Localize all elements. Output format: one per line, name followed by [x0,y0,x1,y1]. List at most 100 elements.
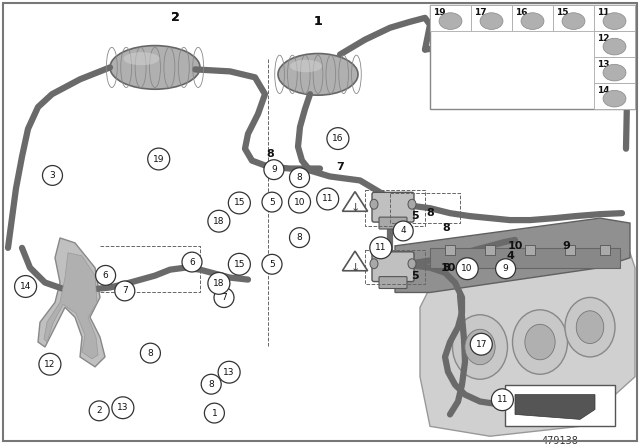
Circle shape [15,276,36,297]
Text: 7: 7 [122,286,127,295]
Text: 8: 8 [266,149,274,159]
Text: 14: 14 [597,86,610,95]
Text: 10: 10 [440,263,456,273]
Text: 10: 10 [294,198,305,207]
FancyBboxPatch shape [594,31,635,57]
Circle shape [112,397,134,418]
Ellipse shape [603,90,626,107]
FancyBboxPatch shape [485,245,495,255]
Text: ↓: ↓ [350,263,360,273]
Text: 5: 5 [269,260,275,269]
FancyBboxPatch shape [594,57,635,83]
Circle shape [95,266,116,285]
Ellipse shape [603,13,626,30]
FancyBboxPatch shape [372,192,414,222]
FancyBboxPatch shape [379,217,407,229]
Circle shape [289,191,310,213]
Circle shape [456,258,478,280]
FancyBboxPatch shape [430,5,635,109]
Text: 8: 8 [442,263,450,273]
Text: 8: 8 [297,233,302,242]
Ellipse shape [290,60,322,72]
Text: 5: 5 [269,198,275,207]
Text: 6: 6 [103,271,108,280]
Ellipse shape [278,54,358,95]
Text: 2: 2 [97,406,102,415]
Ellipse shape [124,52,159,65]
Text: 16: 16 [515,8,527,17]
Text: 17: 17 [476,340,487,349]
Circle shape [208,272,230,294]
Circle shape [492,389,513,411]
Text: 5: 5 [411,211,419,221]
Text: 8: 8 [209,380,214,389]
Text: 13: 13 [597,60,609,69]
Text: 2: 2 [171,11,179,24]
Ellipse shape [565,297,615,357]
Text: 9: 9 [503,264,508,273]
FancyBboxPatch shape [600,245,610,255]
Circle shape [182,252,202,272]
Text: 7: 7 [336,162,344,172]
Text: 13: 13 [223,368,235,377]
Text: 18: 18 [213,279,225,288]
FancyBboxPatch shape [512,5,553,31]
Polygon shape [342,192,367,211]
Text: 16: 16 [332,134,344,143]
Circle shape [289,228,310,248]
Polygon shape [38,238,105,367]
Text: 10: 10 [461,264,473,273]
FancyBboxPatch shape [379,276,407,289]
Polygon shape [342,251,367,271]
Text: 9: 9 [562,241,570,251]
Circle shape [140,343,161,363]
Ellipse shape [513,310,568,374]
Text: 8: 8 [426,208,434,218]
Text: 15: 15 [234,260,245,269]
Text: 8: 8 [442,223,450,233]
Circle shape [393,221,413,241]
Text: 5: 5 [411,271,419,280]
Text: 479138: 479138 [541,436,579,446]
Ellipse shape [370,199,378,209]
Text: 3: 3 [50,171,55,180]
FancyBboxPatch shape [553,5,594,31]
Circle shape [262,192,282,212]
Text: 15: 15 [234,198,245,207]
Text: 2: 2 [171,11,179,24]
Circle shape [289,168,310,188]
FancyBboxPatch shape [525,245,535,255]
Text: 13: 13 [117,403,129,412]
FancyBboxPatch shape [565,245,575,255]
Text: 17: 17 [474,8,486,17]
Text: 15: 15 [556,8,568,17]
Ellipse shape [480,13,503,30]
Text: 10: 10 [508,241,523,251]
Ellipse shape [603,65,626,81]
Circle shape [218,361,240,383]
Circle shape [214,288,234,307]
Circle shape [148,148,170,170]
Polygon shape [395,218,630,293]
Circle shape [264,160,284,180]
Circle shape [115,281,135,301]
FancyBboxPatch shape [372,252,414,281]
Text: 9: 9 [271,165,276,174]
Ellipse shape [370,259,378,269]
Circle shape [89,401,109,421]
Circle shape [42,165,63,185]
Ellipse shape [408,199,416,209]
FancyBboxPatch shape [594,83,635,109]
Ellipse shape [439,13,462,30]
Text: 19: 19 [153,155,164,164]
Text: 11: 11 [497,395,508,404]
Ellipse shape [465,329,495,365]
Text: 8: 8 [148,349,153,358]
Circle shape [204,403,225,423]
Text: 19: 19 [433,8,445,17]
Circle shape [201,374,221,394]
Circle shape [228,254,250,275]
Polygon shape [515,395,595,419]
Text: 18: 18 [213,217,225,226]
Ellipse shape [525,324,555,360]
